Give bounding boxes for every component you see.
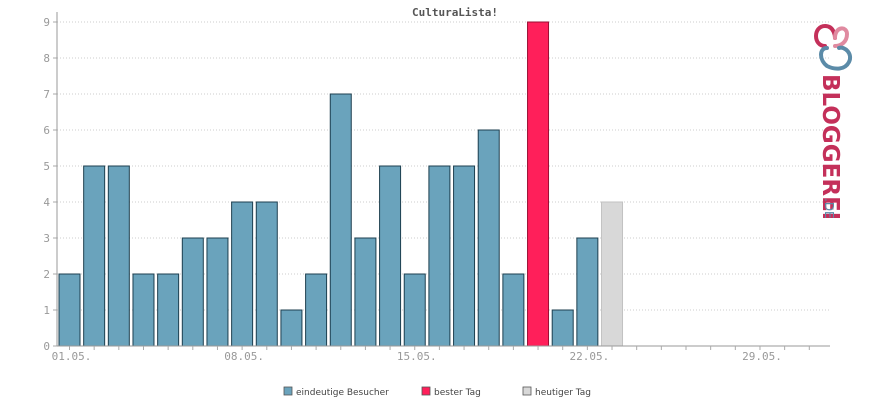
x-tick-label: 08.05. <box>224 350 264 363</box>
bloggerei-logo-text: BLOGGEREI <box>817 74 843 218</box>
y-tick-label: 1 <box>43 304 50 317</box>
bar <box>428 165 451 347</box>
y-tick-label: 5 <box>43 160 50 173</box>
legend-label: bester Tag <box>434 388 481 398</box>
bar <box>403 273 426 347</box>
x-tick-label: 29.05. <box>742 350 782 363</box>
y-axis-ticks: 0 1 2 3 4 5 6 7 8 9 <box>43 16 57 353</box>
legend-swatch <box>283 386 293 396</box>
y-tick-label: 3 <box>43 232 50 245</box>
bar <box>453 165 476 347</box>
legend-swatch <box>522 386 532 396</box>
legend-label: eindeutige Besucher <box>296 388 389 398</box>
bar <box>181 237 204 347</box>
legend-label: heutiger Tag <box>535 388 591 398</box>
bar <box>576 237 599 347</box>
bar <box>551 309 574 347</box>
bar <box>280 309 303 347</box>
bar-today <box>601 201 624 347</box>
bar <box>83 165 106 347</box>
y-tick-label: 8 <box>43 52 50 65</box>
bloggerei-logo-icon <box>814 23 852 71</box>
bar <box>354 237 377 347</box>
legend-item: eindeutige Besucher <box>283 386 389 398</box>
x-tick-label: 22.05. <box>569 350 609 363</box>
bar <box>379 165 402 347</box>
axes <box>56 12 830 347</box>
bar <box>502 273 525 347</box>
legend: eindeutige Besucher bester Tag heutiger Ta… <box>283 386 591 398</box>
legend-item: bester Tag <box>421 386 481 398</box>
x-axis-ticks: 01.05. 08.05. 15.05. 22.05. 29.05. <box>52 346 810 363</box>
chart-title: CulturaLista! <box>412 6 498 19</box>
legend-swatch <box>421 386 431 396</box>
y-tick-label: 4 <box>43 196 50 209</box>
legend-item: heutiger Tag <box>522 386 591 398</box>
bar <box>305 273 328 347</box>
y-tick-label: 6 <box>43 124 50 137</box>
x-tick-label: 15.05. <box>397 350 437 363</box>
bar <box>58 273 81 347</box>
y-tick-label: 7 <box>43 88 50 101</box>
bar <box>132 273 155 347</box>
bar <box>329 93 352 347</box>
bar <box>231 201 254 347</box>
bars <box>58 21 624 347</box>
y-tick-label: 2 <box>43 268 50 281</box>
bar-best-day <box>527 21 550 347</box>
bar <box>477 129 500 347</box>
bar <box>255 201 278 347</box>
bar <box>157 273 180 347</box>
bar <box>107 165 130 347</box>
x-tick-label: 01.05. <box>52 350 92 363</box>
bloggerei-logo-suffix: .DE <box>822 198 836 218</box>
y-tick-label: 9 <box>43 16 50 29</box>
bar <box>206 237 229 347</box>
bloggerei-logo[interactable]: BLOGGEREI .DE <box>805 18 865 218</box>
y-tick-label: 0 <box>43 340 50 353</box>
